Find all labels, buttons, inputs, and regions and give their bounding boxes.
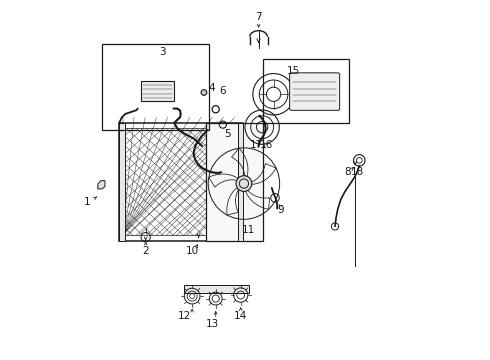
Text: 2: 2 (143, 247, 149, 256)
Text: 1: 1 (84, 197, 91, 207)
Bar (123, 128, 240, 235)
Bar (102, 44, 209, 130)
Polygon shape (184, 285, 248, 293)
Bar (238, 123, 243, 241)
FancyBboxPatch shape (290, 73, 340, 111)
Text: 17: 17 (250, 140, 264, 150)
Text: 14: 14 (234, 311, 247, 321)
Polygon shape (98, 181, 105, 189)
Bar (119, 123, 124, 241)
Text: 8: 8 (344, 167, 350, 177)
Text: 15: 15 (287, 66, 300, 76)
Bar (263, 59, 348, 123)
Text: 9: 9 (277, 205, 284, 215)
Text: 12: 12 (178, 311, 191, 321)
Circle shape (236, 176, 252, 192)
Text: 3: 3 (159, 47, 166, 57)
Text: 6: 6 (220, 86, 226, 96)
Circle shape (201, 90, 207, 95)
Text: 4: 4 (209, 83, 216, 93)
Text: 16: 16 (260, 140, 273, 150)
Text: 5: 5 (224, 129, 230, 139)
Bar (119, 123, 243, 241)
Text: 7: 7 (255, 13, 262, 22)
Text: 13: 13 (205, 319, 219, 329)
Bar (206, 123, 263, 241)
Text: 10: 10 (186, 247, 198, 256)
Bar (142, 81, 173, 102)
Text: 11: 11 (242, 225, 255, 235)
Text: 18: 18 (350, 167, 364, 177)
